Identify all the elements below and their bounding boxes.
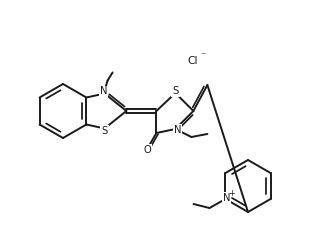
Text: N: N — [100, 87, 107, 96]
Text: O: O — [144, 145, 151, 155]
Text: Cl: Cl — [188, 56, 198, 66]
Text: S: S — [101, 125, 108, 136]
Text: ⁻: ⁻ — [200, 51, 206, 61]
Text: +: + — [228, 189, 235, 198]
Text: N: N — [174, 125, 181, 135]
Text: S: S — [172, 86, 179, 96]
Text: N: N — [223, 193, 230, 203]
